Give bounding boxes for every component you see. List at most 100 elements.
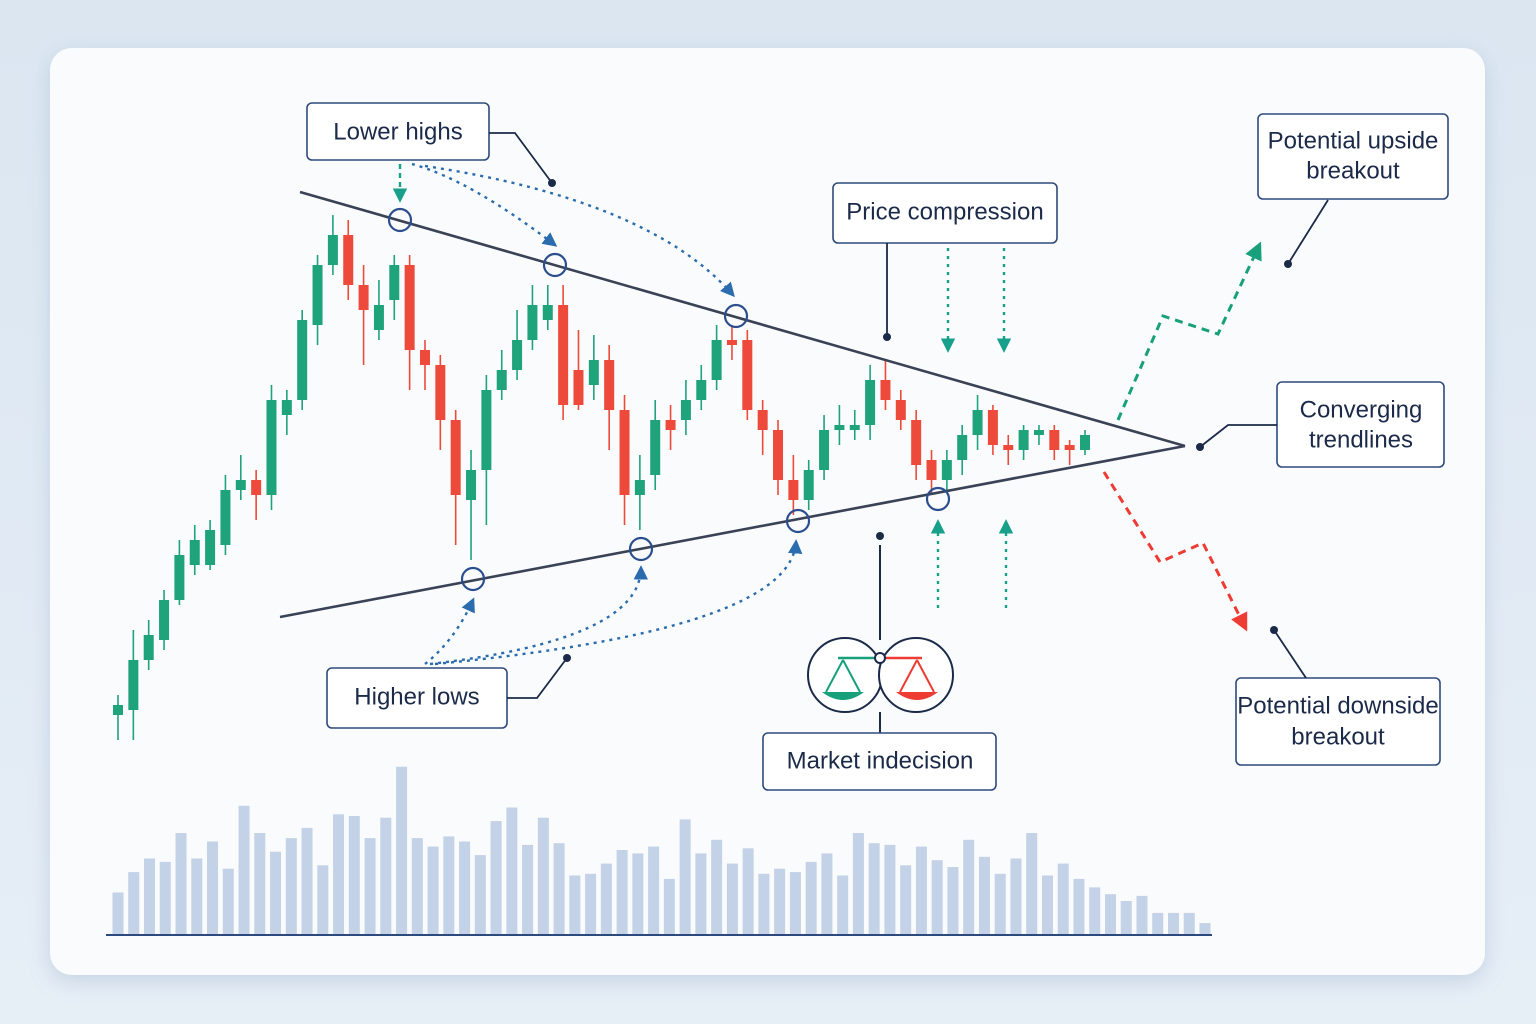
candle-body — [957, 435, 968, 460]
volume-bar — [396, 766, 408, 935]
volume-bar — [301, 827, 313, 935]
volume-bar — [1089, 887, 1101, 935]
volume-bar — [978, 856, 990, 935]
volume-bar — [805, 861, 817, 935]
label-text: Converging — [1300, 396, 1423, 423]
volume-bar — [616, 850, 628, 935]
candle-body — [1080, 435, 1090, 450]
volume-bar — [632, 853, 644, 935]
candle-body — [650, 420, 661, 475]
volume-bar — [553, 843, 565, 935]
volume-bar — [758, 873, 770, 935]
volume-bar — [522, 844, 534, 935]
label-upside-breakout: Potential upside breakout — [1257, 113, 1449, 268]
volume-bar — [411, 838, 423, 935]
touch-points — [387, 207, 951, 592]
volume-bar — [270, 851, 282, 935]
volume-bar — [726, 863, 738, 935]
volume-bar — [837, 875, 849, 935]
downside-arrow — [1102, 471, 1248, 632]
label-text: Potential downside — [1237, 692, 1438, 719]
candle-body — [159, 600, 170, 640]
candle-body — [819, 430, 830, 470]
volume-bar — [695, 853, 707, 935]
volume-bar — [963, 839, 975, 935]
volume-bar — [1152, 912, 1164, 935]
candle-body — [911, 420, 922, 465]
label-lower-highs: Lower highs — [306, 102, 556, 187]
volume-bar — [569, 875, 581, 935]
volume-bar — [1120, 901, 1132, 935]
candle-body — [834, 425, 845, 430]
candle-body — [972, 410, 983, 435]
volume-bar — [1199, 923, 1211, 935]
candle-body — [573, 370, 584, 405]
candle-body — [404, 265, 415, 350]
label-downside-breakout: Potential downside breakout — [1235, 626, 1441, 766]
candle-body — [189, 540, 200, 565]
label-text: Market indecision — [787, 747, 974, 774]
candle-body — [987, 410, 998, 445]
candle-body — [604, 360, 615, 410]
candle-body — [880, 380, 891, 400]
volume-bar — [128, 872, 140, 935]
volume-bar — [1010, 858, 1022, 935]
candle-body — [174, 555, 185, 600]
candle-body — [542, 305, 553, 320]
candle-body — [1049, 430, 1060, 450]
candle-body — [251, 480, 262, 495]
volume-bar — [821, 853, 833, 935]
label-converging-trendlines: Converging trendlines — [1196, 381, 1445, 468]
candle-body — [143, 635, 154, 660]
volume-bar — [254, 833, 266, 935]
volume-bar — [459, 841, 471, 935]
candle-body — [266, 400, 277, 495]
volume-bar — [191, 858, 203, 935]
label-text: Higher lows — [354, 683, 479, 710]
candle-body — [773, 430, 784, 480]
candle-body — [281, 400, 292, 415]
candle-body — [435, 365, 446, 420]
candle-body — [588, 360, 599, 385]
volume — [112, 766, 1211, 935]
volume-bar — [112, 892, 124, 935]
volume-bar — [711, 839, 723, 935]
candle-body — [373, 305, 384, 330]
volume-bar — [427, 846, 439, 935]
volume-bar — [175, 833, 187, 935]
label-text: Lower highs — [333, 118, 462, 145]
candle-body — [450, 420, 461, 495]
volume-bar — [742, 848, 754, 935]
upper-trendline — [299, 190, 1186, 448]
label-text: breakout — [1306, 157, 1400, 184]
candle-body — [634, 480, 645, 495]
label-higher-lows: Higher lows — [326, 654, 571, 729]
candle-body — [358, 285, 369, 310]
volume-bar — [868, 843, 880, 935]
candle-body — [558, 305, 569, 405]
lower-trendline — [279, 444, 1186, 619]
volume-bar — [537, 817, 549, 935]
candle-body — [895, 400, 906, 420]
candle-body — [680, 400, 691, 420]
candle-body — [696, 380, 707, 400]
volume-bar — [915, 846, 927, 935]
volume-bar — [947, 867, 959, 935]
label-text: Potential upside — [1268, 127, 1439, 154]
volume-bar — [144, 858, 156, 935]
label-text: trendlines — [1309, 426, 1413, 453]
candle-body — [865, 380, 876, 425]
volume-bar — [380, 817, 392, 935]
label-text: breakout — [1291, 723, 1385, 750]
candle-body — [711, 340, 722, 380]
candle-body — [389, 265, 400, 300]
volume-bar — [852, 833, 864, 935]
candle-body — [297, 320, 308, 400]
volume-bar — [994, 873, 1006, 935]
volume-bar — [506, 807, 518, 935]
volume-bar — [600, 863, 612, 935]
candle-body — [926, 460, 937, 480]
volume-bar — [1104, 894, 1116, 935]
